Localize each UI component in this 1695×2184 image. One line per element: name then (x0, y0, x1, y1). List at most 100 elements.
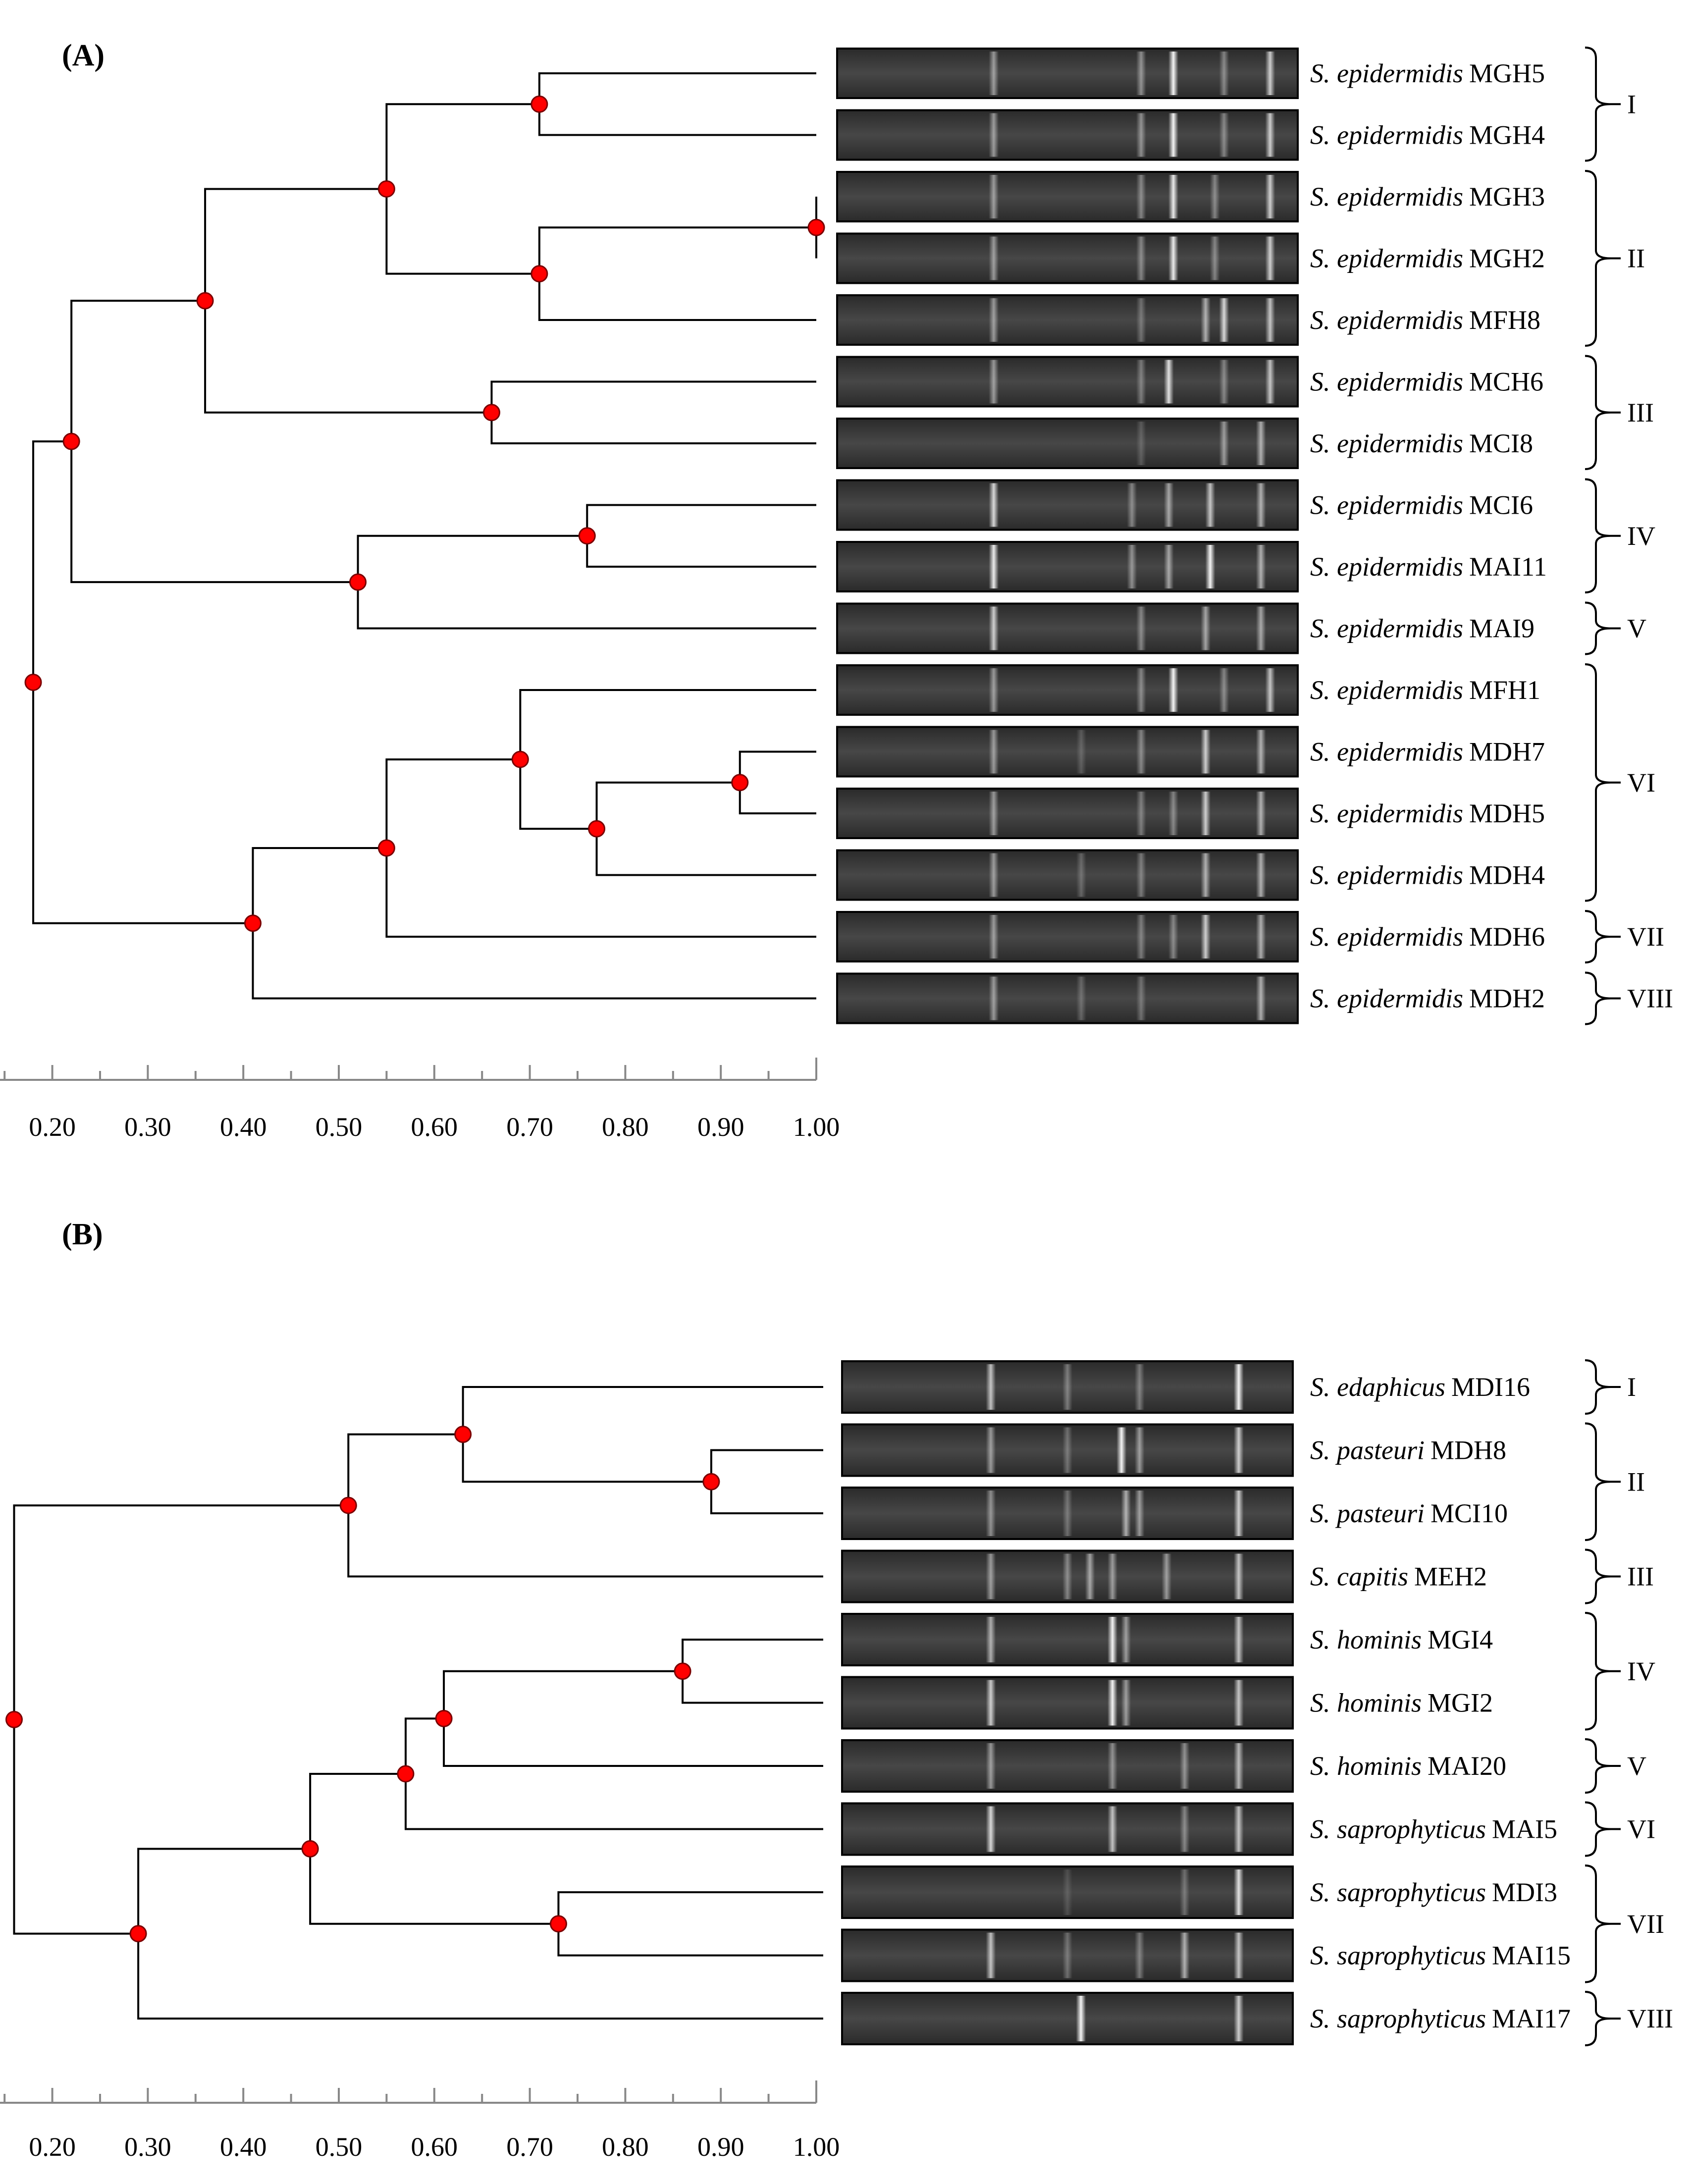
gel-band (986, 1427, 996, 1473)
gel-band (1219, 360, 1229, 404)
gel-band (1134, 1427, 1145, 1473)
cluster-bracket (1585, 1359, 1611, 1415)
dendrogram-branch (490, 380, 816, 444)
gel-band (1265, 113, 1275, 157)
gel-band (1233, 1996, 1244, 2041)
gel-band (1136, 668, 1146, 712)
cluster-bracket (1585, 355, 1611, 470)
dendrogram-branches (13, 1386, 823, 2020)
node-marker (511, 750, 529, 768)
strain-id: MCH6 (1469, 367, 1543, 397)
gel-lane-background (836, 171, 1299, 222)
gel-lane (836, 849, 1299, 901)
dendrogram-branch (586, 504, 816, 568)
gel-lane (836, 788, 1299, 839)
strain-id: MDI16 (1451, 1372, 1530, 1402)
gel-band (989, 730, 999, 774)
gel-band (1108, 1743, 1117, 1789)
gel-lane (841, 1865, 1294, 1919)
strain-label: S. saprophyticus MAI5 (1310, 1814, 1557, 1844)
strain-label: S. capitis MEH2 (1310, 1562, 1487, 1592)
gel-lane-background (836, 479, 1299, 531)
gel-band (1233, 1553, 1244, 1599)
strain-id: MGH2 (1469, 244, 1545, 273)
strain-label: S. epidermidis MDH6 (1310, 922, 1545, 952)
gel-band (1164, 360, 1174, 404)
gel-lane (836, 109, 1299, 161)
cluster-label: IV (1627, 1656, 1655, 1686)
strain-id: MFH8 (1469, 305, 1540, 335)
gel-band (1136, 853, 1146, 897)
strain-id: MGI4 (1428, 1625, 1493, 1654)
gel-band (1256, 730, 1266, 774)
scale-tick-label: 1.00 (793, 2132, 840, 2162)
gel-lane (836, 911, 1299, 962)
gel-band (1233, 1806, 1244, 1852)
gel-band (1076, 976, 1086, 1020)
strain-label: S. hominis MGI2 (1310, 1688, 1493, 1718)
cluster-bracket (1585, 47, 1611, 162)
scale-tick-label: 0.20 (29, 1112, 76, 1142)
cluster-label: V (1627, 614, 1646, 643)
gel-band (1219, 113, 1229, 157)
cluster-bracket (1585, 1801, 1611, 1857)
gel-band (989, 483, 999, 527)
gel-lane (841, 1676, 1294, 1730)
node-marker (339, 1496, 357, 1514)
species-name: S. epidermidis (1310, 552, 1463, 582)
scale-tick-label: 0.20 (29, 2132, 76, 2162)
gel-band (1201, 915, 1211, 959)
gel-band (1201, 853, 1211, 897)
gel-lane-background (836, 232, 1299, 284)
species-name: S. epidermidis (1310, 860, 1463, 890)
gel-band (1201, 730, 1211, 774)
dendrogram-branch (538, 72, 816, 136)
scale-tick-label: 0.90 (697, 2132, 744, 2162)
node-marker (196, 292, 214, 310)
strain-id: MGI2 (1428, 1688, 1493, 1718)
gel-band (1134, 1364, 1145, 1410)
gel-lane (841, 1802, 1294, 1856)
panel-a-label: (A) (62, 39, 105, 72)
node-marker (129, 1925, 147, 1943)
gel-band (986, 1364, 996, 1410)
gel-band (1233, 1491, 1244, 1536)
strain-label: S. saprophyticus MDI3 (1310, 1877, 1557, 1907)
gel-lane (841, 1739, 1294, 1793)
gel-band (989, 52, 999, 95)
species-name: S. hominis (1310, 1751, 1422, 1781)
gel-band (1265, 668, 1275, 712)
strain-label: S. edaphicus MDI16 (1310, 1372, 1530, 1402)
gel-band (1168, 915, 1178, 959)
strain-id: MAI15 (1492, 1941, 1571, 1971)
gel-lane-background (836, 602, 1299, 654)
cluster-bracket (1585, 1864, 1611, 1983)
gel-band (1233, 1680, 1244, 1726)
strain-label: S. epidermidis MDH4 (1310, 860, 1545, 890)
strain-label: S. saprophyticus MAI15 (1310, 1941, 1571, 1971)
gel-band (1205, 483, 1216, 527)
cluster-label: VII (1627, 1909, 1664, 1939)
strain-id: MGH3 (1469, 182, 1545, 212)
strain-label: S. epidermidis MGH3 (1310, 182, 1545, 212)
gel-band (1136, 113, 1146, 157)
dendrogram-branch (137, 1848, 823, 2020)
gel-band (1108, 1806, 1117, 1852)
species-name: S. epidermidis (1310, 305, 1463, 335)
node-marker (397, 1765, 415, 1783)
gel-band (989, 668, 999, 712)
node-marker (244, 914, 262, 932)
scale-tick-label: 0.80 (602, 1112, 649, 1142)
gel-band (1108, 1680, 1117, 1726)
gel-band (1062, 1869, 1072, 1915)
gel-band (989, 792, 999, 835)
node-marker (349, 573, 367, 591)
gel-lane (836, 356, 1299, 408)
strain-label: S. epidermidis MFH8 (1310, 305, 1540, 335)
gel-band (1127, 483, 1137, 527)
gel-band (986, 1617, 996, 1662)
gel-band (1179, 1869, 1190, 1915)
